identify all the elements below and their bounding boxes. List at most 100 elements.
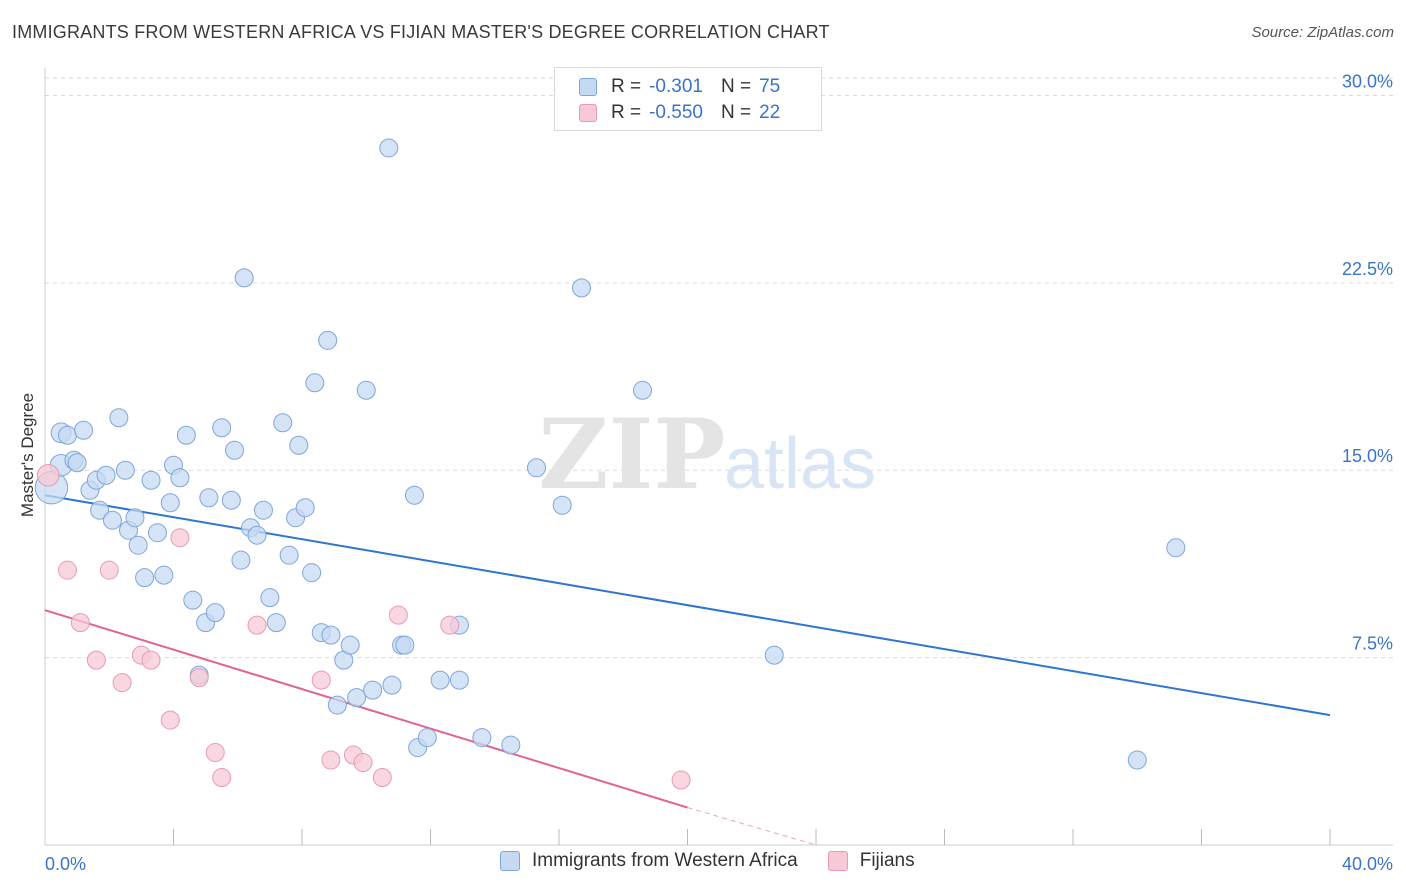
point-western-africa: [382, 675, 402, 695]
point-western-africa: [347, 688, 367, 708]
y-tick-label: 22.5%: [1342, 259, 1393, 279]
series-legend: Immigrants from Western Africa Fijians: [500, 850, 945, 872]
chart-title: IMMIGRANTS FROM WESTERN AFRICA VS FIJIAN…: [12, 22, 830, 42]
correlation-legend: R = -0.301 N = 75 R = -0.550 N = 22: [554, 67, 822, 131]
point-western-africa: [102, 510, 122, 530]
point-western-africa: [318, 330, 338, 350]
legend-row-pink: R = -0.550 N = 22: [579, 100, 780, 126]
legend-r-label: R =: [611, 76, 642, 97]
point-fijians: [321, 750, 341, 770]
trend-line-western-africa: [44, 494, 1331, 717]
point-western-africa: [154, 565, 174, 585]
point-western-africa: [571, 278, 591, 298]
point-western-africa: [327, 695, 347, 715]
legend-r-value: -0.550: [649, 102, 703, 123]
legend-swatch-pink: [827, 851, 848, 871]
point-fijians: [247, 615, 267, 635]
data-points: [34, 138, 1186, 790]
point-western-africa: [501, 735, 521, 755]
point-western-africa: [135, 568, 155, 588]
legend-n-label: N =: [720, 102, 752, 123]
legend-r-value: -0.301: [649, 76, 703, 97]
source-label: Source: ZipAtlas.com: [1251, 24, 1394, 41]
tick-labels: 7.5% 15.0% 22.5% 30.0% 0.0% 40.0%: [45, 71, 1393, 874]
point-western-africa: [1166, 538, 1186, 558]
grid-lines: [45, 77, 1393, 659]
point-western-africa: [183, 590, 203, 610]
point-western-africa: [128, 535, 148, 555]
watermark-zip: ZIP: [538, 398, 725, 511]
axes: [44, 68, 1393, 846]
point-western-africa: [176, 425, 196, 445]
legend-swatch-blue: [500, 851, 520, 871]
point-fijians: [141, 650, 161, 670]
y-tick-label: 15.0%: [1342, 446, 1393, 466]
point-fijians: [70, 613, 90, 633]
point-western-africa: [90, 500, 110, 520]
point-fijians: [311, 670, 331, 690]
point-western-africa: [527, 458, 547, 478]
point-fijians: [205, 743, 225, 763]
point-western-africa: [340, 635, 360, 655]
point-western-africa: [289, 435, 309, 455]
point-western-africa: [212, 418, 232, 438]
legend-label-western-africa: Immigrants from Western Africa: [532, 850, 798, 871]
point-western-africa: [273, 413, 293, 433]
point-western-africa: [472, 728, 492, 748]
legend-swatch-blue: [579, 78, 597, 96]
legend-swatch-pink: [579, 104, 597, 122]
point-fijians: [388, 605, 408, 625]
point-fijians: [57, 560, 77, 580]
point-western-africa: [305, 373, 325, 393]
trend-lines: [44, 494, 1331, 846]
legend-row-blue: R = -0.301 N = 75: [579, 74, 780, 100]
point-western-africa: [302, 563, 322, 583]
point-western-africa: [234, 268, 254, 288]
point-western-africa: [356, 380, 376, 400]
point-western-africa: [253, 500, 273, 520]
point-western-africa: [1127, 750, 1147, 770]
legend-label-fijians: Fijians: [859, 850, 915, 871]
point-western-africa: [417, 728, 437, 748]
y-axis-label: Master's Degree: [18, 392, 37, 518]
legend-n-value: 22: [759, 102, 781, 123]
y-tick-label: 7.5%: [1352, 634, 1393, 654]
point-western-africa: [225, 440, 245, 460]
point-western-africa: [74, 420, 94, 440]
point-fijians: [212, 768, 232, 788]
trend-line-fijians-extension: [687, 807, 817, 846]
point-fijians: [170, 528, 190, 548]
point-western-africa: [379, 138, 399, 158]
point-western-africa: [449, 670, 469, 690]
zipatlas-watermark: ZIP atlas: [538, 398, 876, 511]
point-western-africa: [115, 460, 135, 480]
point-western-africa: [147, 523, 167, 543]
point-fijians: [99, 560, 119, 580]
point-fijians: [160, 710, 180, 730]
point-western-africa: [266, 613, 286, 633]
point-western-africa: [170, 468, 190, 488]
point-western-africa: [404, 485, 424, 505]
point-fijians: [86, 650, 106, 670]
watermark-atlas: atlas: [724, 424, 876, 504]
point-western-africa: [363, 680, 383, 700]
point-western-africa: [199, 488, 219, 508]
point-western-africa: [552, 495, 572, 515]
legend-n-label: N =: [720, 76, 752, 97]
point-western-africa: [247, 525, 267, 545]
point-western-africa: [295, 498, 315, 518]
legend-item-western-africa: Immigrants from Western Africa: [500, 850, 798, 872]
point-western-africa: [205, 603, 225, 623]
point-fijians: [189, 668, 209, 688]
point-western-africa: [57, 425, 77, 445]
point-western-africa: [321, 625, 341, 645]
y-tick-label: 30.0%: [1342, 71, 1393, 91]
point-western-africa: [125, 508, 145, 528]
point-western-africa: [109, 408, 129, 428]
point-western-africa: [141, 470, 161, 490]
point-western-africa: [279, 545, 299, 565]
point-fijians: [671, 770, 691, 790]
trend-line-fijians: [44, 609, 688, 809]
point-western-africa: [96, 465, 116, 485]
